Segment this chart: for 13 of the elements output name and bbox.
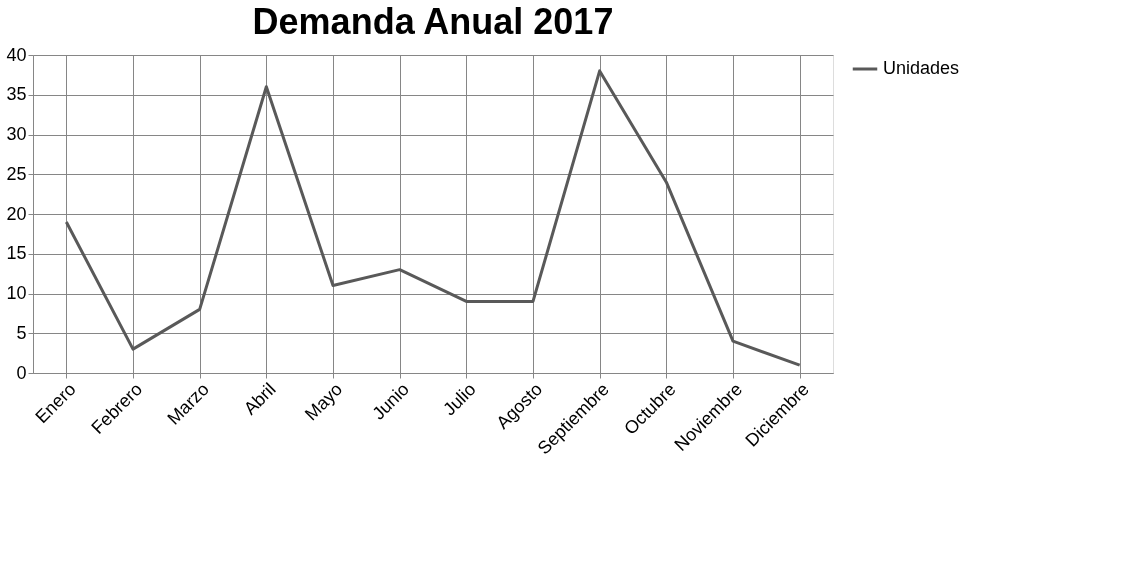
y-tick-label: 40	[6, 44, 27, 65]
y-tick-label: 0	[16, 362, 27, 383]
y-tick-label: 35	[6, 84, 27, 105]
legend-label: Unidades	[883, 58, 960, 78]
y-tick-label: 5	[16, 322, 27, 343]
y-tick-label: 25	[6, 163, 27, 184]
y-tick-label: 20	[6, 203, 27, 224]
y-tick-label: 30	[6, 124, 27, 144]
chart-title: Demanda Anual 2017	[252, 1, 614, 42]
y-tick-label: 10	[6, 283, 27, 303]
x-tick-label: Julio	[439, 379, 480, 420]
line-series	[64, 69, 802, 367]
y-tick-label: 15	[6, 243, 27, 264]
